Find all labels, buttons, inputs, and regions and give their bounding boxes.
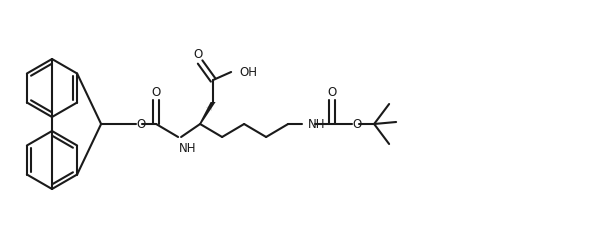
- Text: NH: NH: [179, 142, 196, 155]
- Text: O: O: [136, 118, 146, 130]
- Text: O: O: [353, 118, 362, 130]
- Text: OH: OH: [239, 66, 257, 78]
- Polygon shape: [199, 102, 216, 124]
- Text: O: O: [193, 48, 202, 60]
- Text: O: O: [151, 86, 161, 98]
- Text: O: O: [328, 86, 337, 98]
- Text: NH: NH: [308, 118, 326, 130]
